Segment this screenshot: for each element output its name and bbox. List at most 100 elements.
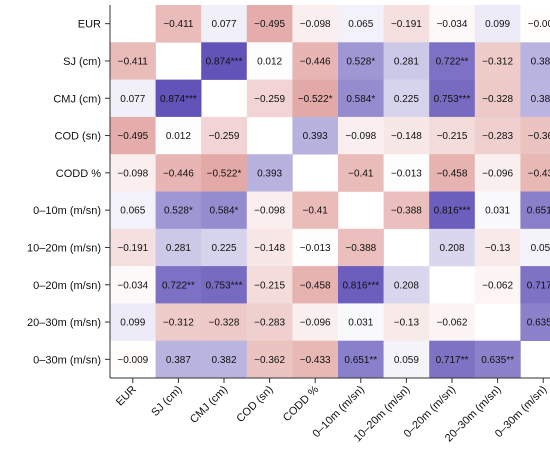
heatmap-cell	[429, 42, 476, 80]
heatmap-cell	[246, 340, 293, 379]
heatmap-cell	[429, 303, 476, 341]
cell-value-label: 0.717**	[527, 280, 550, 291]
cell-value-label: 0.077	[120, 94, 145, 105]
cell-value-label: 0.874***	[160, 94, 197, 105]
heatmap-cell	[201, 191, 248, 230]
cell-value-label: −0.215	[437, 131, 468, 142]
heatmap-cell	[201, 42, 248, 80]
heatmap-cell	[474, 42, 521, 80]
cell-value-label: 0.031	[485, 206, 510, 217]
cell-value-label: 0.099	[120, 318, 145, 329]
cell-value-label: −0.328	[482, 94, 513, 105]
y-tick-label: 0–30m (m/sn)	[33, 354, 101, 366]
cell-value-label: −0.148	[391, 131, 422, 142]
heatmap-cell	[246, 191, 293, 230]
heatmap-cell	[155, 79, 202, 118]
heatmap-cell	[246, 42, 293, 80]
heatmap-cell	[292, 266, 339, 304]
heatmap-cell	[429, 116, 476, 155]
heatmap-cell	[338, 5, 384, 43]
heatmap-cell	[429, 228, 476, 267]
heatmap-cell	[338, 154, 384, 192]
cell-value-label: −0.283	[254, 318, 285, 329]
cell-value-label: 0.281	[166, 243, 191, 254]
cell-value-label: −0.259	[254, 94, 285, 105]
heatmap-cell	[155, 5, 202, 43]
heatmap-cell	[292, 5, 339, 43]
heatmap-cell	[520, 116, 550, 155]
heatmap-cell	[474, 266, 521, 304]
cell-value-label: 0.651**	[344, 355, 377, 366]
heatmap-cell	[292, 191, 339, 230]
heatmap-cell	[201, 266, 248, 304]
cell-value-label: 0.722**	[436, 56, 469, 67]
heatmap-cell	[383, 191, 430, 230]
heatmap-cell	[429, 340, 476, 379]
cell-value-label: −0.41	[348, 168, 374, 179]
cell-value-label: −0.388	[345, 243, 376, 254]
heatmap-cell	[338, 116, 384, 155]
cell-value-label: 0.208	[439, 243, 464, 254]
heatmap-cell	[383, 340, 430, 379]
cell-value-label: 0.059	[394, 355, 419, 366]
heatmap-cell	[155, 191, 202, 230]
heatmap-cell	[429, 154, 476, 192]
heatmap-cell	[292, 42, 339, 80]
heatmap-cell	[201, 228, 248, 267]
cell-value-label: 0.393	[257, 168, 282, 179]
cell-value-label: −0.13	[394, 318, 420, 329]
heatmap-cell	[474, 116, 521, 155]
cell-value-label: 0.225	[394, 94, 419, 105]
x-tick-label: COD (sn)	[234, 384, 275, 425]
heatmap-cell	[383, 116, 430, 155]
y-tick-label: 0–20m (m/sn)	[33, 280, 101, 292]
y-tick-label: 10–20m (m/sn)	[27, 242, 101, 254]
cell-value-label: 0.651**	[527, 206, 550, 217]
cell-value-label: −0.458	[437, 168, 468, 179]
y-tick-label: CODD %	[56, 168, 101, 180]
cell-value-label: −0.41	[303, 206, 329, 217]
heatmap-cell	[110, 266, 156, 304]
heatmap-cell	[520, 266, 550, 304]
cell-value-label: 0.816***	[342, 280, 379, 291]
cell-value-label: 0.225	[211, 243, 236, 254]
cell-value-label: −0.13	[485, 243, 511, 254]
x-tick-label: CODD %	[281, 383, 322, 424]
heatmap-cell	[110, 191, 156, 230]
heatmap-cell	[292, 340, 339, 379]
cell-value-label: −0.433	[300, 355, 331, 366]
y-tick-label: 0–10m (m/sn)	[33, 205, 101, 217]
heatmap-cell	[383, 154, 430, 192]
y-tick-label: COD (sn)	[55, 131, 101, 143]
cell-value-label: 0.635**	[481, 355, 514, 366]
y-axis: EUR SJ (cm) CMJ (cm) COD (sn) CODD % 0–10m (m…	[27, 5, 111, 378]
cell-value-label: 0.031	[348, 318, 373, 329]
heatmap-cell	[520, 191, 550, 230]
cell-value-label: 0.012	[257, 56, 282, 67]
x-tick-label: SJ (cm)	[149, 384, 184, 419]
heatmap-cell	[110, 154, 156, 192]
heatmap-cell	[383, 42, 430, 80]
heatmap-cell	[383, 79, 430, 118]
heatmap-cell	[201, 5, 248, 43]
cell-value-label: −0.062	[437, 318, 468, 329]
cell-value-label: −0.034	[117, 280, 148, 291]
heatmap-cell	[383, 266, 430, 304]
cell-value-label: 0.012	[166, 131, 191, 142]
heatmap-cell	[155, 266, 202, 304]
cell-value-label: −0.215	[254, 280, 285, 291]
heatmap-cell	[155, 340, 202, 379]
cell-value-label: −0.034	[437, 19, 468, 30]
heatmap-cell	[474, 79, 521, 118]
cell-value-label: −0.433	[528, 168, 550, 179]
cell-value-label: 0.584*	[346, 94, 375, 105]
heatmap-cell	[520, 79, 550, 118]
cell-value-label: −0.009	[528, 19, 550, 30]
heatmap-cell	[246, 266, 293, 304]
heatmap-cell	[155, 116, 202, 155]
heatmap-cell	[338, 42, 384, 80]
cell-value-label: −0.096	[300, 318, 331, 329]
heatmap-cell	[520, 228, 550, 267]
heatmap-cell	[110, 228, 156, 267]
